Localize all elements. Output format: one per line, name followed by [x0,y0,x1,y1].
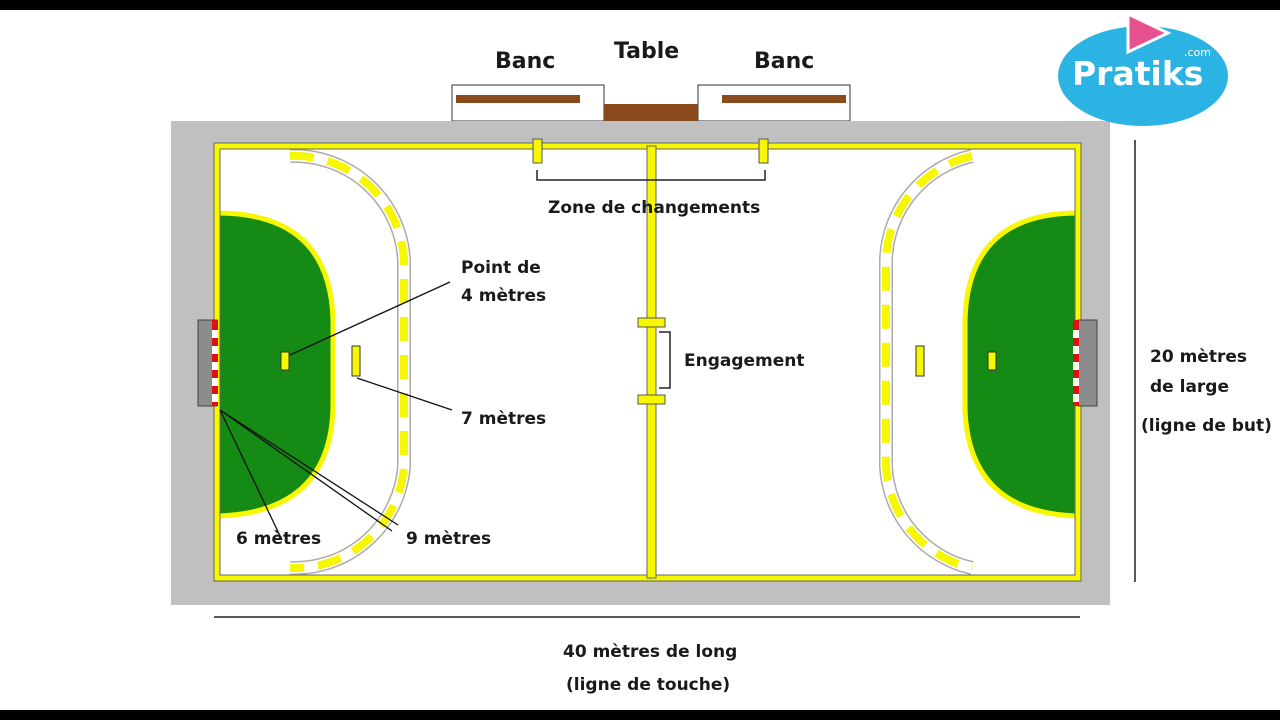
goal-area-left [214,210,336,519]
goal-post-right [1073,320,1079,406]
substitution-mark-left [532,138,543,164]
leader-line-7m [356,377,453,411]
bench-right-seat [722,95,846,103]
label-banc-left: Banc [495,49,556,74]
label-width-line3: (ligne de but) [1141,416,1272,436]
goalkeeper-line-left [280,351,290,371]
free-throw-line-right [882,152,973,572]
label-zone-changements: Zone de changements [548,198,761,218]
leader-line-4m [289,281,451,356]
leader-line-9m-b [219,409,399,526]
goal-right [1077,319,1098,407]
penalty-mark-right [915,345,925,377]
goal-area-right [962,210,1081,519]
center-mark-bottom [637,394,666,405]
penalty-mark-left [351,345,361,377]
leader-line-6m [219,409,283,541]
label-length-line1: 40 mètres de long [563,642,738,662]
bottom-letterbox-bar [0,710,1280,720]
label-engagement: Engagement [684,351,805,371]
label-width-line2: de large [1150,377,1229,397]
label-point-4m-line2: 4 mètres [461,286,547,306]
bench-left-seat [456,95,580,103]
center-line [646,145,657,579]
label-width-line1: 20 mètres [1150,347,1247,367]
logo-brand-text: Pratiks [1072,54,1204,93]
label-banc-right: Banc [754,49,815,74]
officials-table [604,104,698,121]
label-9-metres: 9 mètres [406,529,492,549]
goal-post-left [212,320,218,406]
logo-suffix-text: .com [1184,46,1211,59]
free-throw-line-left [289,151,408,573]
label-6-metres: 6 mètres [236,529,322,549]
label-7-metres: 7 mètres [461,409,547,429]
pratiks-logo [1058,11,1228,126]
top-letterbox-bar [0,0,1280,10]
play-triangle-icon [1126,11,1172,55]
goalkeeper-line-right [987,351,997,371]
logo-bubble [1058,26,1228,126]
substitution-mark-right [758,138,769,164]
engagement-bracket [659,331,671,389]
center-mark-top [637,317,666,328]
substitution-zone-bracket [536,170,766,181]
label-table: Table [614,39,680,64]
label-length-line2: (ligne de touche) [566,675,731,695]
leader-line-9m-a [219,409,393,532]
label-point-4m-line1: Point de [461,258,541,278]
